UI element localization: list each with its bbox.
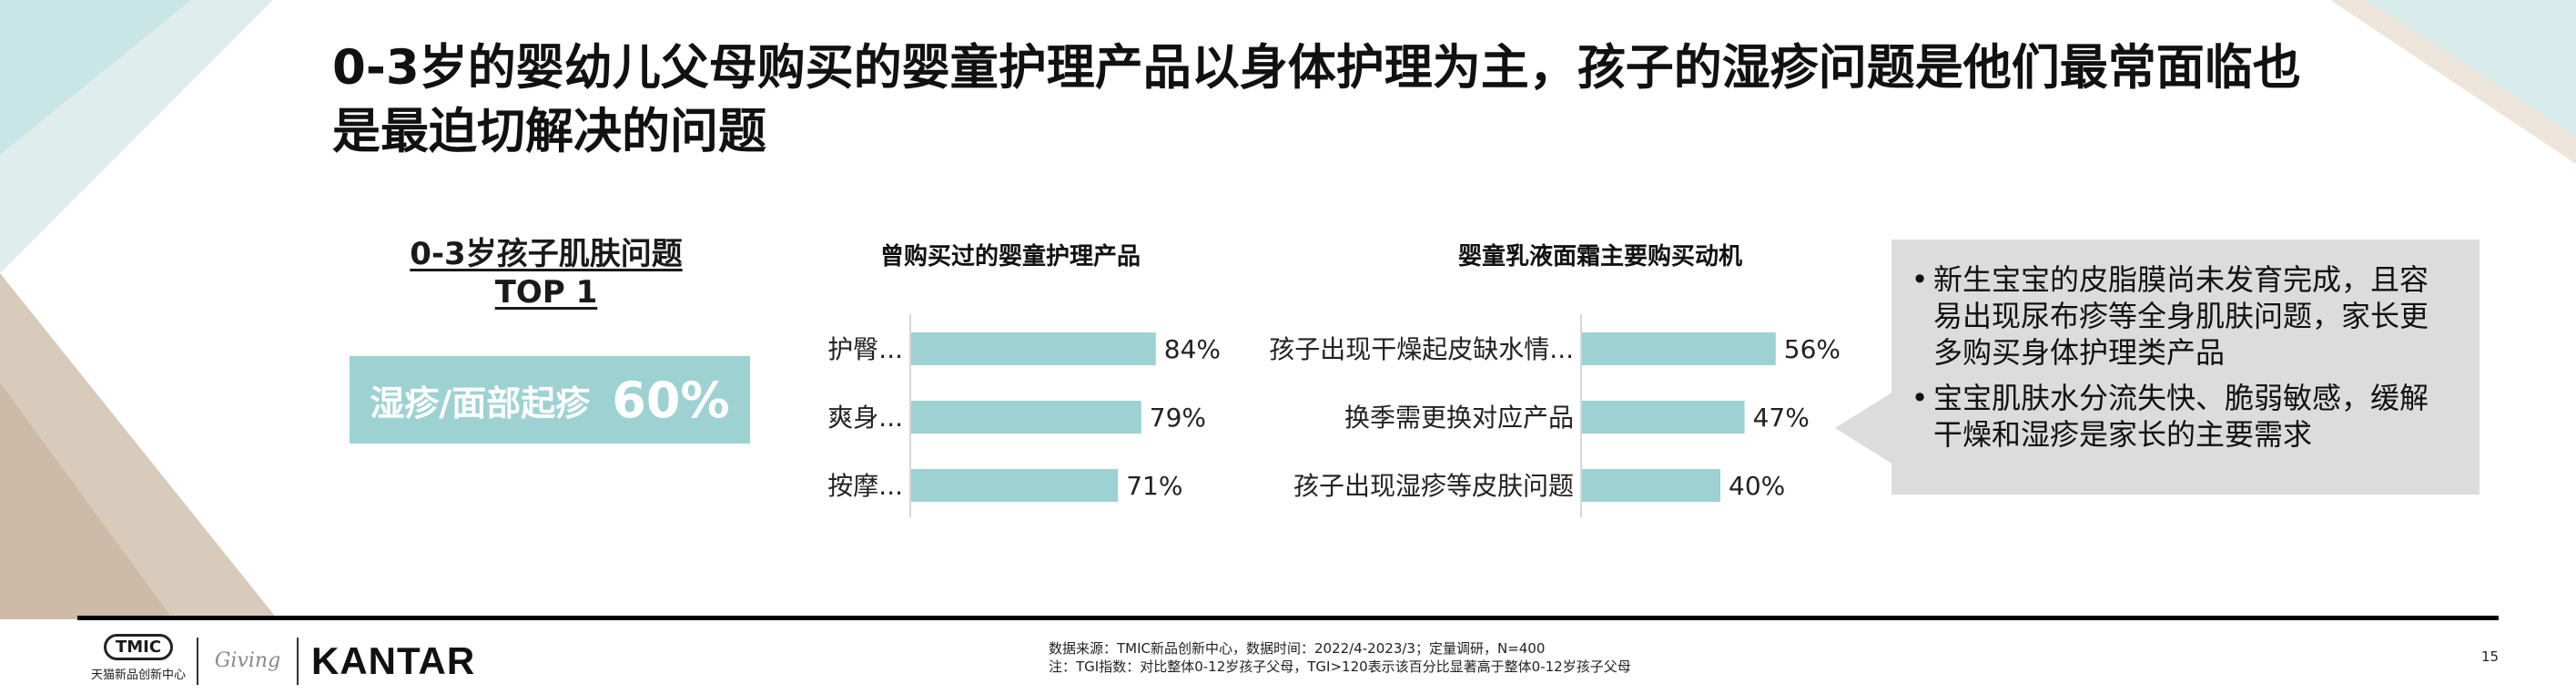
bullet-icon: •	[1911, 262, 1929, 297]
chart-title: 曾购买过的婴童护理产品	[880, 242, 1141, 270]
tmic-logo-caption: 天猫新品创新中心	[90, 668, 186, 682]
value-label: 56%	[1784, 334, 1841, 364]
insight-item: • 新生宝宝的皮脂膜尚未发育完成，且容易出现尿布疹等全身肌肤问题，家长更多购买身…	[1906, 261, 2456, 371]
skin-issue-highlight: 湿疹/面部起疹 60%	[350, 356, 750, 444]
tmic-logo-mark: TMIC	[103, 634, 174, 660]
insight-text: 宝宝肌肤水分流失快、脆弱敏感，缓解干燥和湿疹是家长的主要需求	[1933, 381, 2429, 452]
insight-text: 新生宝宝的皮脂膜尚未发育完成，且容易出现尿布疹等全身肌肤问题，家长更多购买身体护…	[1933, 262, 2429, 370]
bubble-pointer	[1835, 392, 1893, 464]
note-line: 注：TGI指数：对比整体0-12岁孩子父母，TGI>120表示该百分比显著高于整…	[1049, 658, 1631, 675]
page-title: 0-3岁的婴幼儿父母购买的婴童护理产品以身体护理为主，孩子的湿疹问题是他们最常面…	[332, 40, 2301, 159]
chart-title: 婴童乳液面霜主要购买动机	[1458, 242, 1742, 270]
logo-separator	[197, 638, 198, 685]
skin-issue-value: 60%	[612, 371, 730, 429]
category-label: 孩子出现湿疹等皮肤问题	[1293, 471, 1574, 501]
skin-issue-heading-line2: TOP 1	[494, 274, 598, 311]
bullet-icon: •	[1911, 381, 1929, 415]
footer-divider	[77, 616, 2499, 620]
category-label: 爽身...	[827, 403, 903, 433]
bar	[911, 401, 1141, 434]
bar	[1582, 469, 1720, 502]
tmic-logo: TMIC 天猫新品创新中心	[84, 632, 193, 689]
category-label: 按摩...	[827, 471, 903, 501]
logo-separator	[297, 638, 299, 685]
insight-bubble: • 新生宝宝的皮脂膜尚未发育完成，且容易出现尿布疹等全身肌肤问题，家长更多购买身…	[1891, 240, 2480, 495]
bar	[1582, 401, 1745, 434]
page-number: 15	[2481, 648, 2500, 665]
bar	[1582, 332, 1776, 365]
value-label: 47%	[1753, 403, 1810, 433]
category-label: 孩子出现干燥起皮缺水情...	[1269, 334, 1574, 364]
insight-item: • 宝宝肌肤水分流失快、脆弱敏感，缓解干燥和湿疹是家长的主要需求	[1906, 380, 2456, 453]
value-label: 79%	[1150, 403, 1206, 433]
kantar-logo: KANTAR	[311, 639, 476, 682]
value-label: 40%	[1729, 471, 1785, 501]
category-label: 护臀...	[827, 334, 903, 364]
value-label: 71%	[1126, 471, 1182, 501]
bar	[911, 469, 1119, 502]
bar	[911, 332, 1156, 365]
category-label: 换季需更换对应产品	[1344, 403, 1574, 433]
source-line: 数据来源：TMIC新品创新中心，数据时间：2022/4-2023/3；定量调研，…	[1049, 640, 1546, 657]
skin-issue-heading-line1: 0-3岁孩子肌肤问题	[410, 236, 683, 272]
giving-logo: Giving	[214, 649, 281, 672]
skin-issue-heading: 0-3岁孩子肌肤问题 TOP 1	[346, 235, 746, 311]
skin-issue-label: 湿疹/面部起疹	[370, 383, 591, 424]
value-label: 84%	[1164, 334, 1221, 364]
source-note: 数据来源：TMIC新品创新中心，数据时间：2022/4-2023/3；定量调研，…	[1049, 639, 1631, 676]
